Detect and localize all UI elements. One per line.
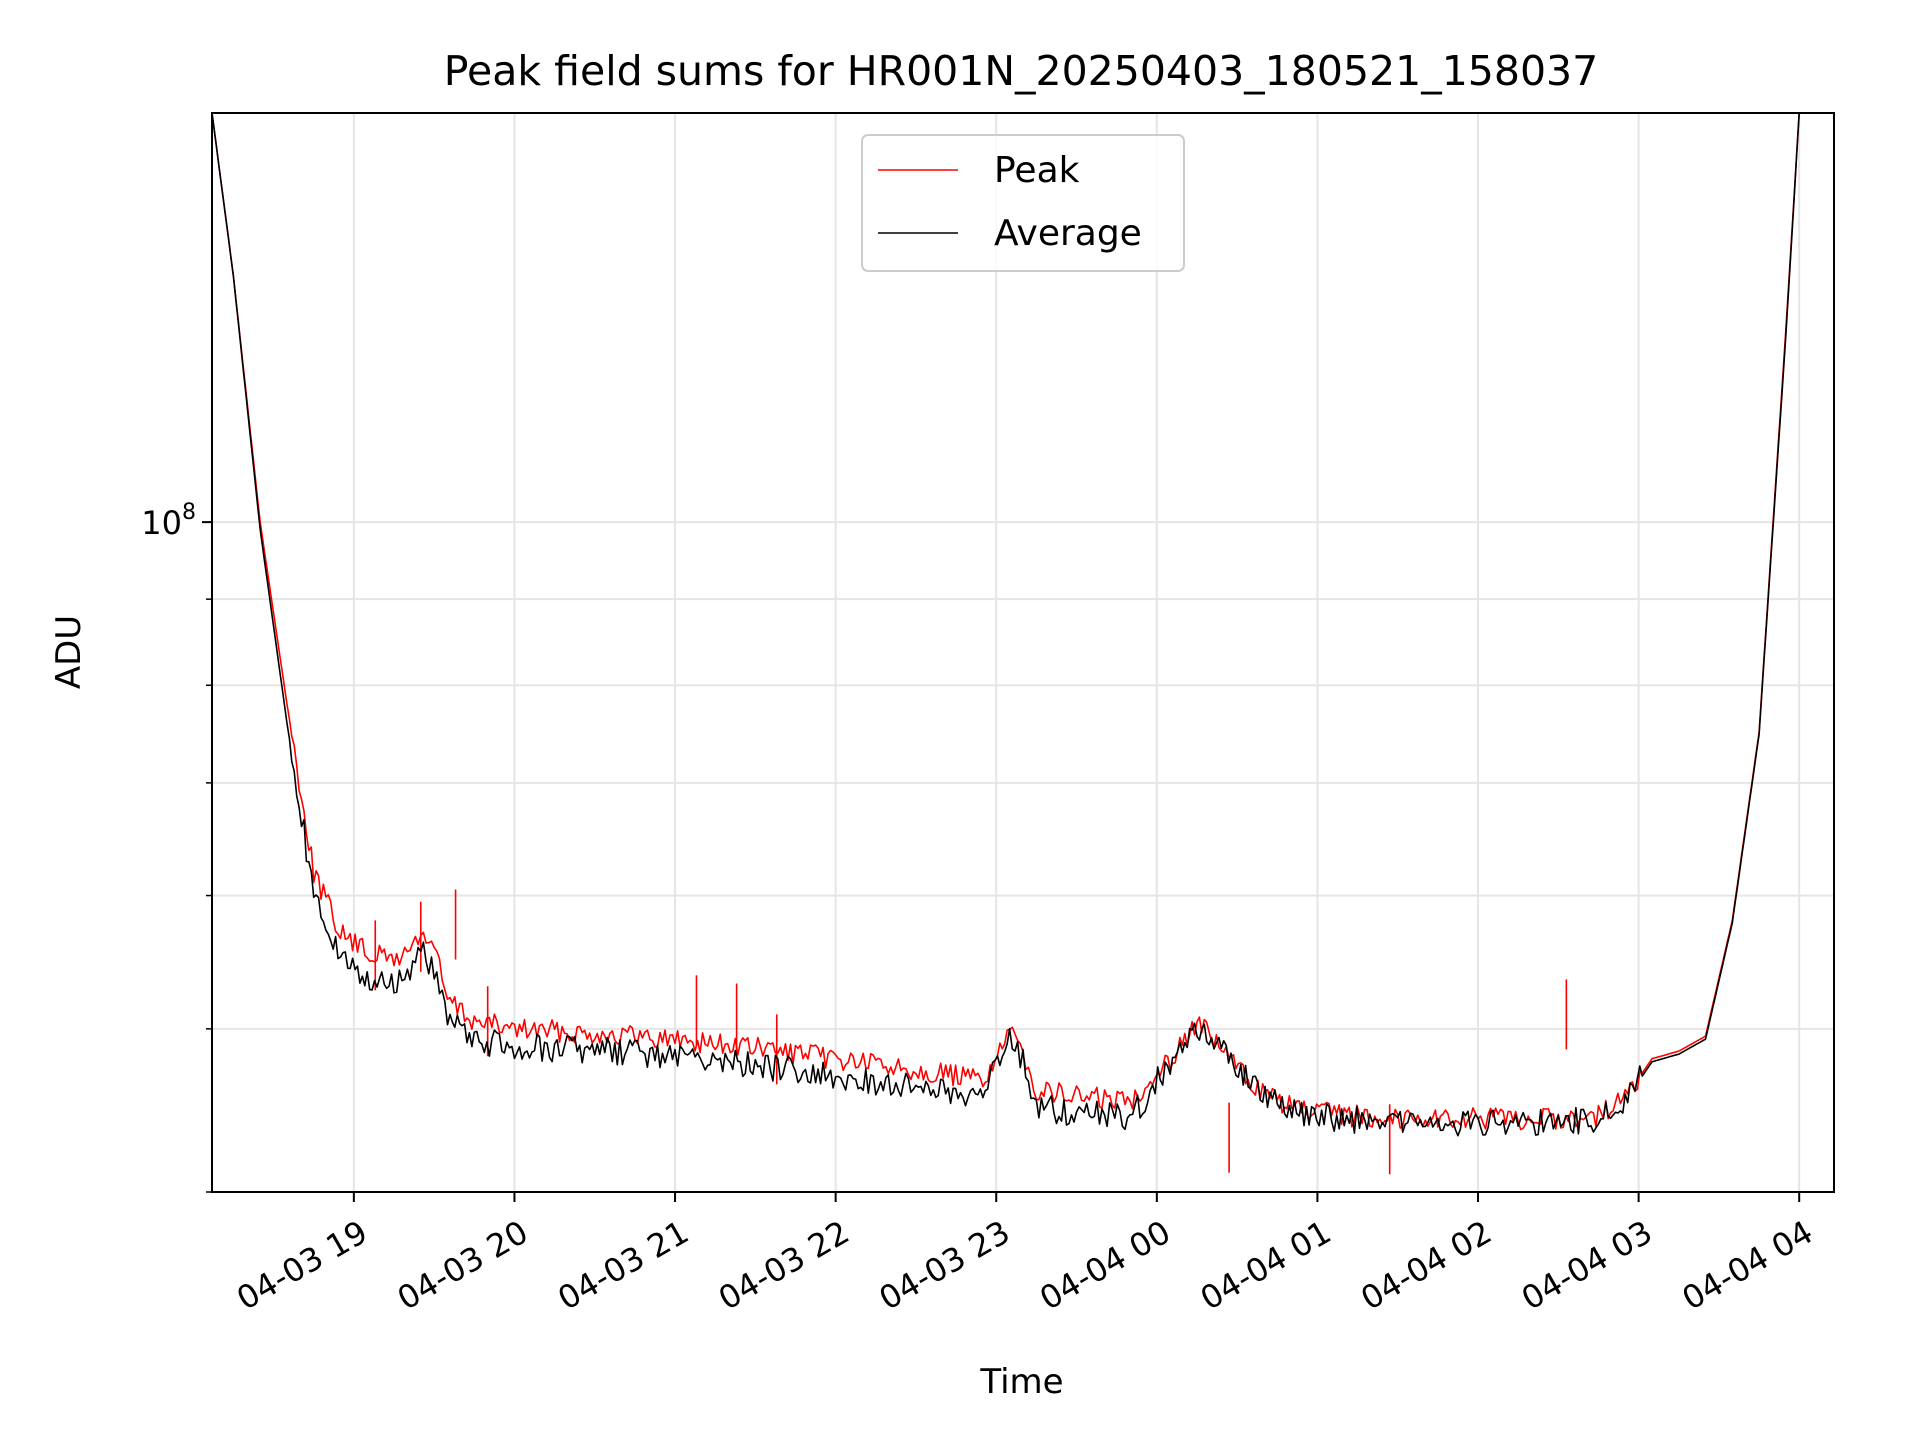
x-axis-label: Time [979,1362,1063,1402]
legend-label-peak: Peak [994,150,1080,191]
legend-label-average: Average [994,213,1142,254]
y-axis-label: ADU [49,615,89,689]
legend-box [861,134,1185,272]
y-tick-label: 108 [141,500,196,542]
legend: Peak Average [861,134,1185,272]
series-layer [211,112,1800,1175]
plot-frame [211,112,1835,1193]
chart-title: Peak field sums for HR001N_20250403_1805… [444,47,1598,95]
series-line-average [211,112,1800,1137]
peak-spikes [374,889,1568,1175]
series-line-peak [211,112,1800,1131]
